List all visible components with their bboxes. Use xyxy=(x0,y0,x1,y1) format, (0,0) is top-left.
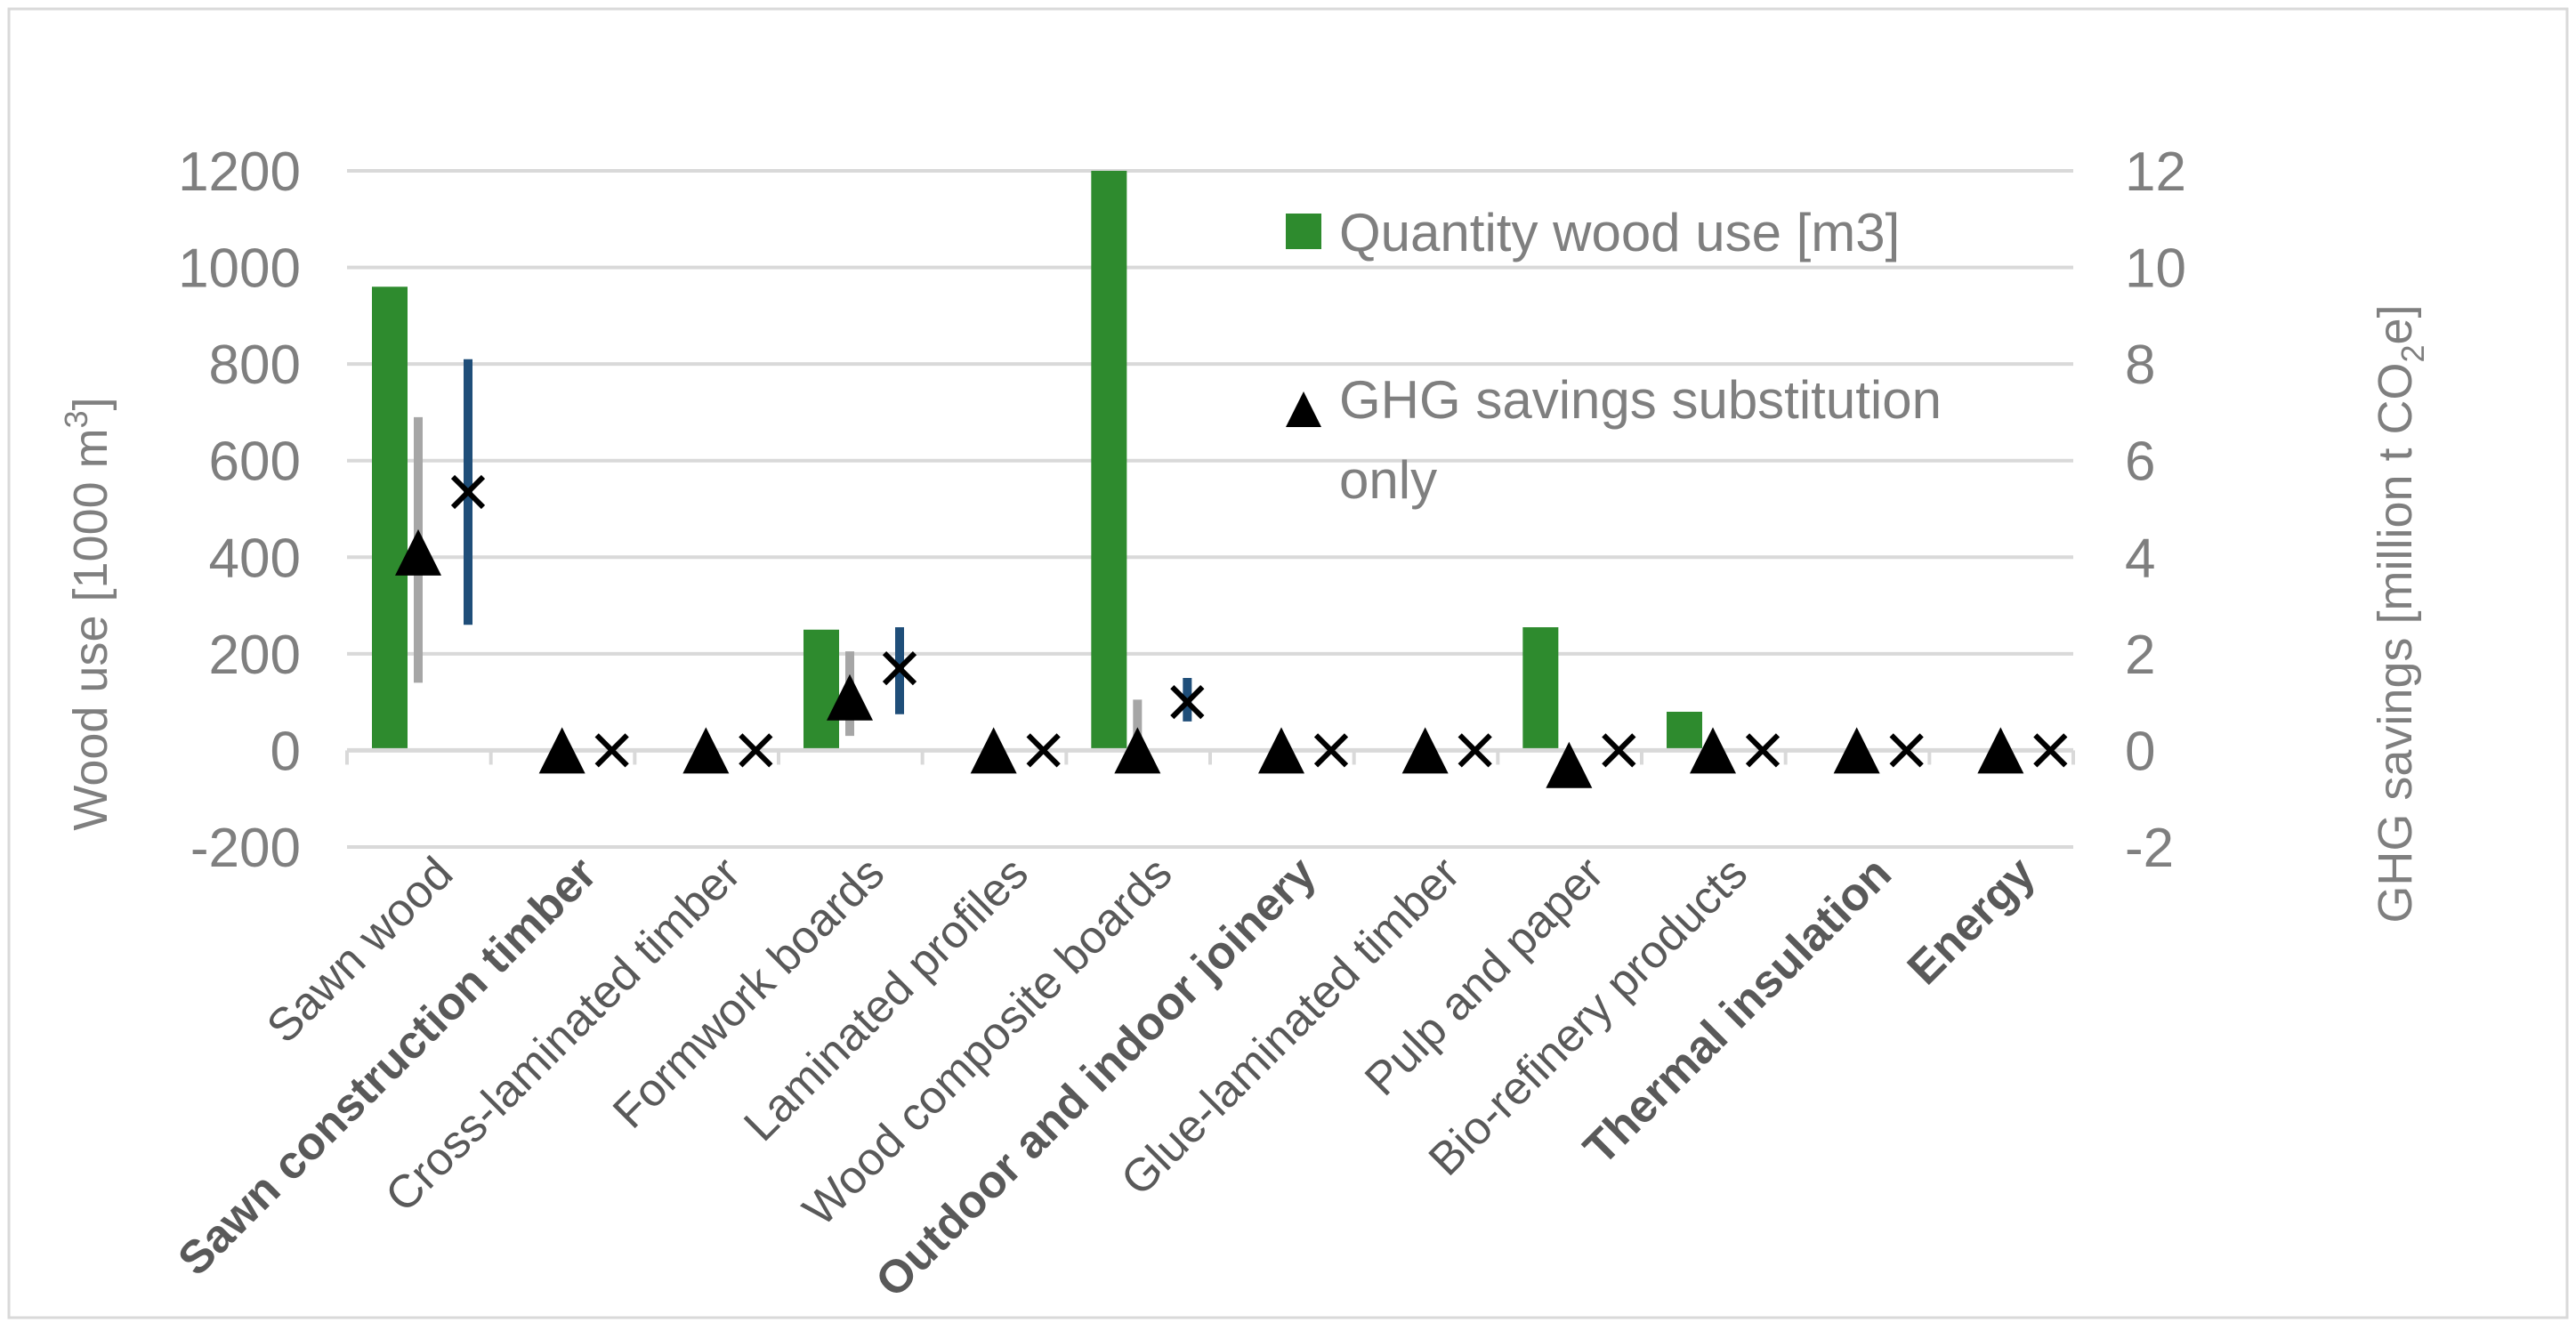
y-right-axis-title: GHG savings [million t CO2e] xyxy=(2369,304,2431,923)
legend: Quantity wood use [m3] GHG savings subst… xyxy=(1286,203,1942,510)
y-right-tick-label: 8 xyxy=(2125,335,2155,396)
wood-use-bar xyxy=(803,629,839,751)
ghg-substitution-triangle-marker xyxy=(970,727,1017,774)
legend-label-wood-use: Quantity wood use [m3] xyxy=(1339,203,1900,262)
ghg-substitution-triangle-marker xyxy=(682,727,730,774)
y-left-axis-title: Wood use [1000 m3] xyxy=(58,397,117,830)
ghg-cascade-x-marker xyxy=(450,474,486,510)
ghg-cascade-x-marker xyxy=(1026,733,1061,768)
wood-use-bar xyxy=(1667,712,1702,751)
ghg-cascade-x-marker xyxy=(1745,733,1781,768)
ghg-substitution-triangle-marker xyxy=(1546,741,1593,788)
y-left-tick-label: 600 xyxy=(209,432,301,493)
y-left-tick-label: 1000 xyxy=(178,238,301,300)
y-right-tick-label: 2 xyxy=(2125,625,2155,686)
wood-use-bar xyxy=(372,286,408,751)
ghg-substitution-triangle-marker xyxy=(1977,727,2024,774)
y-left-tick-label: 200 xyxy=(209,625,301,686)
ghg-cascade-x-marker xyxy=(1170,685,1205,720)
y-right-tick-label: 12 xyxy=(2125,141,2186,203)
ghg-cascade-x-marker xyxy=(1602,733,1636,768)
ghg-cascade-x-marker xyxy=(1458,733,1492,768)
bar-series xyxy=(372,171,1702,751)
ghg-cascade-x-marker xyxy=(1889,733,1924,768)
ghg-cascade-x-marker xyxy=(1313,733,1349,768)
ghg-substitution-triangle-marker xyxy=(1258,727,1304,774)
y-left-tick-label: 0 xyxy=(271,721,301,782)
ghg-substitution-triangle-marker xyxy=(1401,727,1449,774)
marker-series xyxy=(395,474,2068,788)
y-right-tick-label: 6 xyxy=(2125,432,2155,493)
y-right-tick-label: 4 xyxy=(2125,528,2155,589)
y-left-tick-label: -200 xyxy=(190,818,301,879)
y-left-tick-label: 800 xyxy=(209,335,301,396)
ghg-substitution-triangle-marker xyxy=(395,528,441,576)
y-left-tick-label: 400 xyxy=(209,528,301,589)
ghg-cascade-x-marker xyxy=(2033,733,2068,768)
legend-triangle-icon xyxy=(1286,391,1321,427)
wood-use-bar xyxy=(1522,627,1559,751)
ghg-substitution-triangle-marker xyxy=(1114,727,1161,774)
ghg-cascade-x-marker xyxy=(594,733,629,768)
ghg-substitution-triangle-marker xyxy=(827,674,873,721)
y-left-tick-label: 1200 xyxy=(178,141,301,203)
axes xyxy=(345,747,2075,765)
gridlines xyxy=(347,169,2073,849)
wood-use-bar xyxy=(1091,171,1127,751)
y-right-tick-label: 10 xyxy=(2125,238,2186,300)
ghg-cascade-x-marker xyxy=(882,651,917,686)
ghg-substitution-triangle-marker xyxy=(1690,727,1736,774)
legend-swatch-wood-use xyxy=(1286,214,1321,249)
ghg-substitution-triangle-marker xyxy=(538,727,585,774)
y-right-tick-label: -2 xyxy=(2125,818,2174,879)
legend-label-ghg-line2: only xyxy=(1339,450,1437,510)
ghg-cascade-x-marker xyxy=(739,733,773,768)
y-right-tick-label: 0 xyxy=(2125,721,2155,782)
ghg-substitution-triangle-marker xyxy=(1833,727,1880,774)
legend-label-ghg-line1: GHG savings substitution xyxy=(1339,370,1942,430)
